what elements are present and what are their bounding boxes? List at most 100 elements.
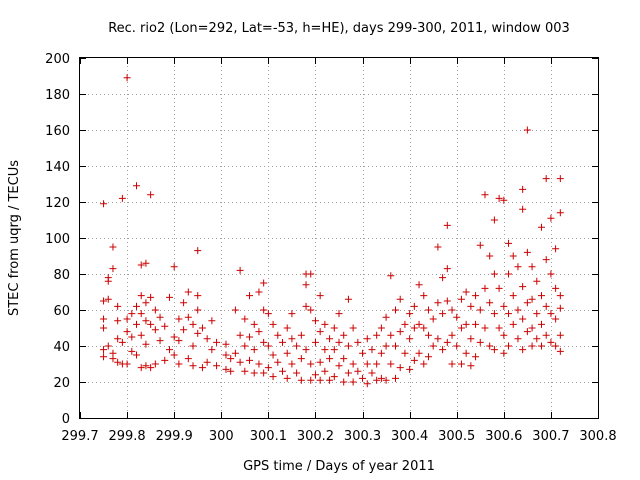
data-point (434, 299, 442, 307)
data-point (147, 191, 155, 199)
data-point (354, 338, 362, 346)
data-point (505, 342, 513, 350)
data-point (255, 328, 263, 336)
data-point (500, 196, 508, 204)
data-point (180, 299, 188, 307)
data-point (283, 324, 291, 332)
data-point (142, 340, 150, 348)
data-point (330, 346, 338, 354)
data-point (250, 369, 258, 377)
data-point (392, 374, 400, 382)
data-point (406, 335, 414, 343)
data-point (519, 205, 527, 213)
data-point (481, 191, 489, 199)
data-point (396, 328, 404, 336)
data-point (264, 364, 272, 372)
data-point (495, 284, 503, 292)
data-point (514, 263, 522, 271)
data-point (123, 74, 131, 82)
data-point (340, 378, 348, 386)
data-point (490, 346, 498, 354)
data-point (472, 320, 480, 328)
data-point (406, 310, 414, 318)
data-point (481, 324, 489, 332)
data-point (142, 362, 150, 370)
data-point (316, 376, 324, 384)
x-tick-label: 300.3 (344, 429, 381, 444)
data-point (321, 346, 329, 354)
data-point (359, 374, 367, 382)
tick-labels: 299.7 299.8 299.9 300 300.1 300.2 300.3 300.4 30… (45, 52, 616, 444)
data-point (392, 306, 400, 314)
data-point (528, 295, 536, 303)
grid-lines (80, 58, 598, 418)
data-point (519, 315, 527, 323)
chart-title: Rec. rio2 (Lon=292, Lat=-53, h=HE), days… (108, 21, 570, 36)
data-point (439, 346, 447, 354)
data-point (326, 376, 334, 384)
data-point (137, 364, 145, 372)
data-point (227, 367, 235, 375)
data-point (377, 324, 385, 332)
data-point (307, 376, 315, 384)
data-point (448, 331, 456, 339)
data-point (236, 331, 244, 339)
data-point (556, 347, 564, 355)
data-point (349, 324, 357, 332)
data-point (486, 342, 494, 350)
data-point (170, 333, 178, 341)
data-point (278, 338, 286, 346)
data-point (495, 194, 503, 202)
data-point (490, 216, 498, 224)
y-tick-label: 140 (45, 160, 70, 175)
data-point (316, 358, 324, 366)
data-point (175, 337, 183, 345)
data-point (396, 295, 404, 303)
data-point (297, 376, 305, 384)
data-point (490, 310, 498, 318)
data-point (552, 315, 560, 323)
x-tick-label: 300.2 (297, 429, 334, 444)
data-point (189, 362, 197, 370)
data-point (476, 306, 484, 314)
data-point (147, 320, 155, 328)
data-point (509, 252, 517, 260)
data-point (462, 288, 470, 296)
data-point (514, 306, 522, 314)
data-point (109, 265, 117, 273)
data-point (556, 304, 564, 312)
data-point (340, 355, 348, 363)
data-point (293, 342, 301, 350)
data-point (420, 324, 428, 332)
data-point (241, 367, 249, 375)
plot-frame (79, 57, 599, 419)
data-point (377, 374, 385, 382)
data-point (264, 310, 272, 318)
data-point (123, 328, 131, 336)
data-point (137, 310, 145, 318)
data-point (373, 376, 381, 384)
data-point (250, 320, 258, 328)
data-point (246, 333, 254, 341)
y-tick-label: 100 (45, 232, 70, 247)
x-tick-label: 300 (209, 429, 234, 444)
data-point (137, 261, 145, 269)
data-point (368, 346, 376, 354)
data-point (453, 313, 461, 321)
data-point (316, 292, 324, 300)
data-point (344, 342, 352, 350)
data-point (302, 346, 310, 354)
data-point (363, 335, 371, 343)
data-point (175, 360, 183, 368)
data-point (349, 378, 357, 386)
data-point (156, 337, 164, 345)
data-point (133, 351, 141, 359)
x-tick-label: 300.6 (485, 429, 522, 444)
data-point (260, 338, 268, 346)
data-point (260, 279, 268, 287)
x-tick-label: 300.1 (250, 429, 287, 444)
y-tick-label: 20 (53, 376, 70, 391)
x-axis-label: GPS time / Days of year 2011 (243, 459, 435, 474)
data-point (457, 324, 465, 332)
